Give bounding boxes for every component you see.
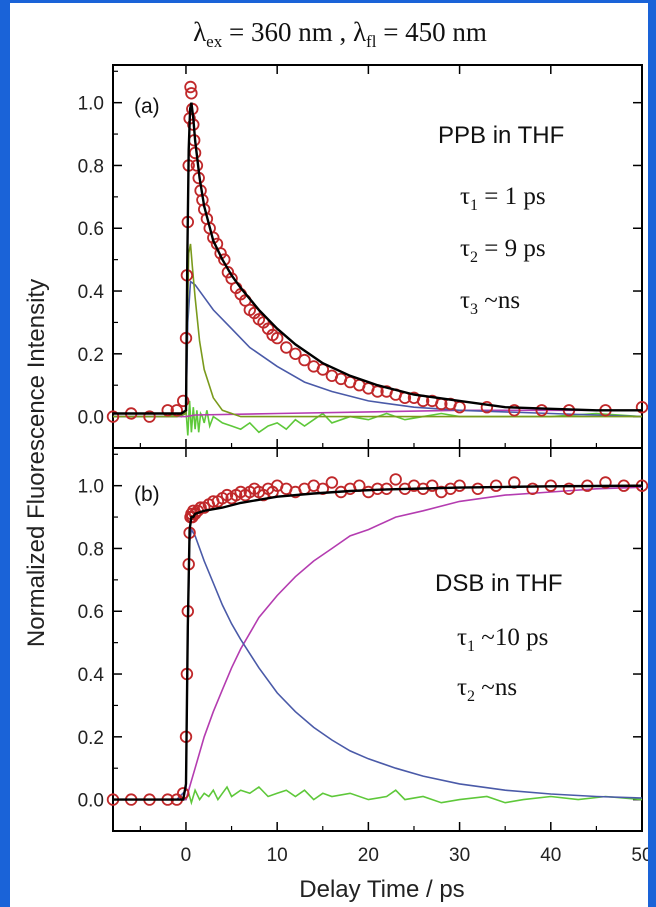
panel-b-data-point <box>453 479 466 492</box>
panel-b-xtick-label: 40 <box>540 845 561 866</box>
panel-b-component-2-line <box>113 486 643 801</box>
panel-a-data-point <box>214 247 227 260</box>
panel-b-frame <box>112 447 643 832</box>
figure-header: λex = 360 nm , λfl = 450 nm <box>193 17 487 51</box>
x-axis-label: Delay Time / ps <box>299 876 464 903</box>
panel-a-ytick-label: 0.4 <box>78 282 105 303</box>
panel-b-data-point <box>599 476 612 489</box>
panel-b-xtick-label: 30 <box>449 845 470 866</box>
panel-b-data-point <box>316 482 330 496</box>
y-axis-label: Normalized Fluorescence Intensity <box>23 279 50 647</box>
panel-a-ytick-label: 0.6 <box>78 219 104 240</box>
panel-a: 0.0 0.2 0.4 0.6 0.8 1.0 <box>78 65 648 448</box>
panel-a-data-point <box>280 341 293 354</box>
panel-b-ytick-label: 0.2 <box>78 728 104 749</box>
panel-a-fit-line <box>113 102 642 415</box>
panel-b-residual-line <box>113 785 643 806</box>
figure-svg: λex = 360 nm , λfl = 450 nm Normalized F… <box>23 17 648 903</box>
panel-b-xtick-label: 50 <box>631 845 648 866</box>
panel-a-data-point <box>161 404 174 417</box>
panel-a-label: (a) <box>134 95 160 118</box>
panel-a-tau2: τ2 = 9 ps <box>460 235 546 266</box>
panel-a-data-point <box>508 404 521 417</box>
panel-a-data-point <box>176 394 190 408</box>
panel-b-xtick-label: 10 <box>267 845 288 866</box>
panel-b-fit-line <box>113 484 643 801</box>
panel-b-data-point <box>562 482 576 496</box>
panel-b-xtick-label: 20 <box>358 845 379 866</box>
panel-a-data-point <box>170 404 184 417</box>
panel-a-ytick-label: 1.0 <box>78 94 104 115</box>
panel-b-data-point <box>526 482 539 496</box>
panel-b-ytick-label: 1.0 <box>78 477 104 498</box>
panel-b-ytick-label: 0.4 <box>78 665 105 686</box>
panel-a-ytick-label: 0.8 <box>78 156 104 177</box>
panel-b-component-1-line <box>113 527 643 801</box>
panel-b: 0.0 0.2 0.4 0.6 0.8 1.0 0 10 20 30 40 50 <box>78 448 648 866</box>
panel-a-data-point <box>298 353 311 367</box>
panel-b-data-point <box>489 479 503 492</box>
panel-b-ytick-label: 0.0 <box>78 791 104 812</box>
panel-a-data-point <box>143 410 156 423</box>
panel-a-residual-line <box>113 400 643 436</box>
panel-b-title: DSB in THF <box>435 570 563 597</box>
panel-a-data-point <box>289 347 302 361</box>
panel-b-data-point <box>426 479 439 492</box>
panel-a-tau1: τ1 = 1 ps <box>460 183 546 214</box>
panel-a-data-point <box>106 410 120 423</box>
panel-a-title: PPB in THF <box>438 122 564 149</box>
panel-a-data-point <box>185 87 198 100</box>
panel-b-tau2: τ2 ~ns <box>457 674 517 705</box>
panel-b-data-point <box>389 473 402 486</box>
panel-a-data-point <box>535 404 548 417</box>
panel-a-data-point <box>635 401 648 414</box>
panel-b-label: (b) <box>134 483 160 506</box>
panel-b-ytick-label: 0.6 <box>78 602 104 623</box>
panel-b-ytick-label: 0.8 <box>78 539 104 560</box>
panel-a-ytick-label: 0.0 <box>78 408 104 429</box>
panel-a-data-point <box>480 401 494 414</box>
panel-a-ytick-label: 0.2 <box>78 345 104 366</box>
panel-b-tau1: τ1 ~10 ps <box>457 624 548 655</box>
panel-a-data-point <box>184 80 197 94</box>
panel-b-data-point <box>471 482 485 496</box>
panel-a-tau3: τ3 ~ns <box>460 287 520 318</box>
panel-b-data-point <box>325 476 339 489</box>
panel-a-data-point <box>271 331 284 345</box>
panel-b-xtick-label: 0 <box>181 845 192 866</box>
panel-a-component-1-line <box>113 243 642 418</box>
